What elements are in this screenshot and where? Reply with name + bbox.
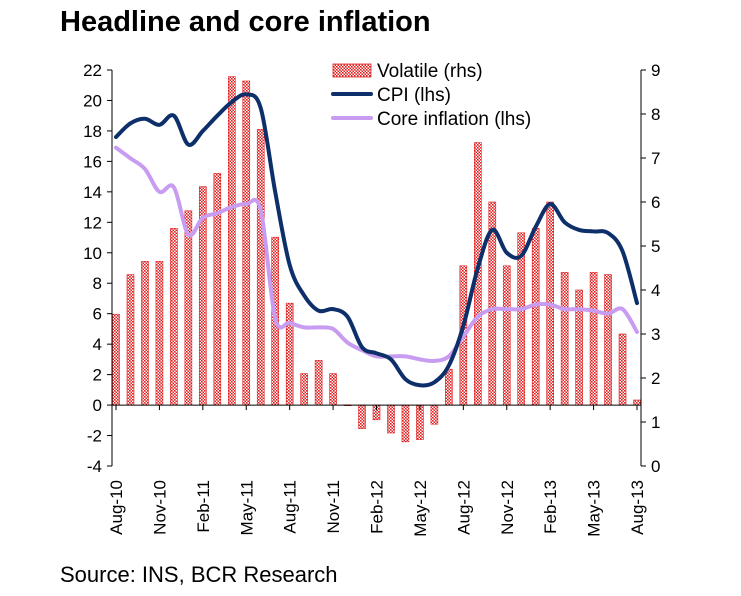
right-tick-label: 4 xyxy=(651,281,660,300)
volatile-bar xyxy=(416,404,424,440)
volatile-bar xyxy=(531,228,540,406)
volatile-bar xyxy=(618,333,627,406)
series-lines xyxy=(114,92,639,388)
volatile-bar xyxy=(560,272,569,406)
volatile-bar xyxy=(633,399,641,406)
legend-label: Core inflation (lhs) xyxy=(377,109,531,130)
right-tick-label: 5 xyxy=(651,237,660,256)
left-tick-label: 22 xyxy=(83,61,102,80)
left-tick-label: 4 xyxy=(93,335,102,354)
volatile-bar xyxy=(445,368,453,406)
right-tick-label: 2 xyxy=(651,369,660,388)
right-tick-label: 7 xyxy=(651,149,660,168)
right-tick-label: 0 xyxy=(651,457,660,476)
volatile-bar xyxy=(604,274,612,406)
volatile-bar xyxy=(502,265,511,406)
legend: Volatile (rhs) CPI (lhs) Core inflation (l… xyxy=(331,61,531,130)
x-tick-label: Nov-11 xyxy=(324,480,343,534)
left-tick-label: 6 xyxy=(93,305,102,324)
core-inflation-line xyxy=(114,145,639,364)
left-tick-label: 10 xyxy=(83,244,102,263)
x-tick-label: May-11 xyxy=(237,480,256,535)
x-tick-label: Aug-10 xyxy=(107,480,126,535)
volatile-bar xyxy=(155,261,164,406)
volatile-bar xyxy=(141,261,149,406)
legend-swatch-volatile xyxy=(332,63,372,78)
left-tick-label: 8 xyxy=(93,274,102,293)
volatile-bar xyxy=(387,404,395,434)
right-tick-label: 3 xyxy=(651,325,660,344)
left-tick-label: 20 xyxy=(83,91,102,110)
x-tick-label: Aug-13 xyxy=(628,480,647,535)
cpi-line xyxy=(114,92,639,388)
volatile-bar xyxy=(358,404,366,429)
right-tick-label: 8 xyxy=(651,105,660,124)
volatile-bar xyxy=(285,302,294,406)
x-tick-label: Feb-13 xyxy=(541,480,560,534)
left-tick-label: -2 xyxy=(87,427,102,446)
volatile-bar xyxy=(300,373,308,406)
right-tick-label: 9 xyxy=(651,61,660,80)
x-tick-label: Nov-12 xyxy=(498,480,517,535)
right-tick-label: 6 xyxy=(651,193,660,212)
x-tick-label: Feb-12 xyxy=(368,480,387,534)
left-tick-label: 18 xyxy=(83,122,102,141)
left-tick-label: 14 xyxy=(83,183,102,202)
volatile-bar xyxy=(256,129,265,406)
source-note: Source: INS, BCR Research xyxy=(60,562,338,587)
legend-label: CPI (lhs) xyxy=(377,85,451,106)
x-tick-label: Nov-10 xyxy=(150,480,169,535)
volatile-bar xyxy=(314,360,323,406)
left-tick-label: -4 xyxy=(87,457,102,476)
x-tick-label: Feb-11 xyxy=(194,480,213,533)
x-tick-label: May-12 xyxy=(411,480,430,537)
volatile-bar xyxy=(184,210,193,406)
left-tick-label: 16 xyxy=(83,152,102,171)
volatile-bar xyxy=(213,173,222,406)
volatile-bar xyxy=(401,404,410,443)
volatile-bar xyxy=(329,373,337,406)
volatile-bar xyxy=(242,80,251,406)
volatile-bar xyxy=(112,313,120,406)
volatile-bar xyxy=(126,274,135,406)
volatile-bar xyxy=(430,404,439,425)
chart-title: Headline and core inflation xyxy=(60,6,431,38)
left-tick-label: 0 xyxy=(93,396,102,415)
volatile-bars xyxy=(112,76,641,443)
left-tick-label: 12 xyxy=(83,213,102,232)
legend-label: Volatile (rhs) xyxy=(377,61,483,82)
x-tick-label: Aug-11 xyxy=(281,480,300,534)
x-tick-label: May-13 xyxy=(585,480,604,537)
x-tick-label: Aug-12 xyxy=(454,480,473,535)
volatile-bar xyxy=(227,76,236,406)
left-tick-label: 2 xyxy=(93,366,102,385)
volatile-bar xyxy=(589,272,598,406)
right-tick-label: 1 xyxy=(651,413,660,432)
volatile-bar xyxy=(170,228,178,406)
